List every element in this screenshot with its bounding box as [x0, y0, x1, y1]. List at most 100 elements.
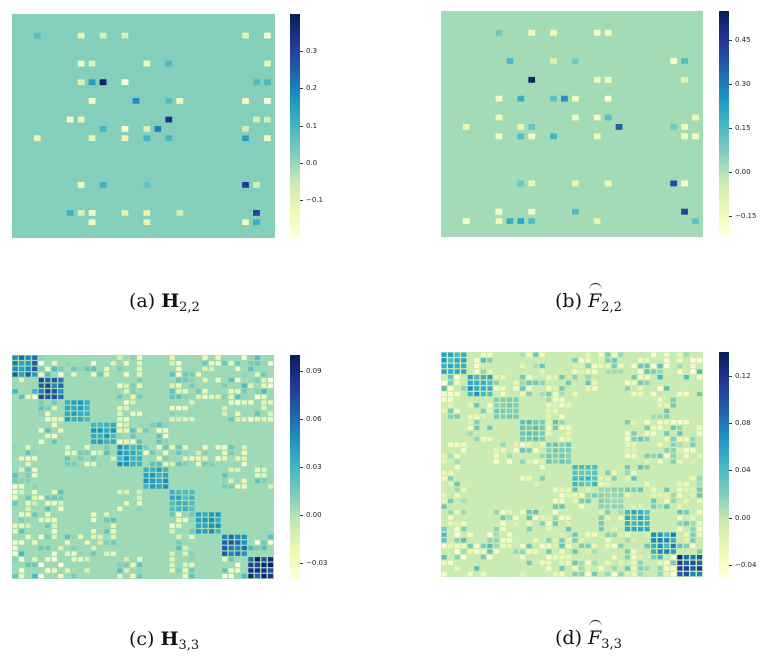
heatmap-cell: [552, 555, 558, 560]
colorbar-gradient-d: [719, 352, 729, 577]
heatmap-cell: [235, 405, 241, 411]
heatmap-cell: [677, 515, 683, 521]
heatmap-cell: [228, 377, 234, 383]
heatmap-cell: [644, 453, 650, 459]
heatmap-cell: [546, 408, 552, 414]
heatmap-cell: [182, 545, 188, 551]
heatmap-cell: [38, 372, 44, 377]
heatmap-cell: [123, 372, 129, 377]
heatmap-cell: [598, 515, 604, 521]
heatmap-cell: [631, 515, 637, 521]
heatmap-cell: [565, 453, 572, 459]
heatmap-cell: [598, 504, 604, 509]
heatmap-cell: [467, 425, 473, 431]
heatmap-cell: [683, 571, 689, 577]
heatmap-cell: [487, 425, 493, 431]
heatmap-cell: [664, 560, 670, 566]
heatmap-cell: [624, 453, 631, 459]
heatmap-cell: [215, 355, 221, 360]
heatmap-cell: [91, 433, 97, 439]
heatmap-cell: [572, 58, 579, 64]
heatmap-cell: [605, 571, 611, 577]
heatmap-cell: [136, 450, 143, 456]
heatmap-cell: [624, 515, 631, 521]
heatmap-cell: [690, 476, 696, 481]
heatmap-cell: [615, 124, 623, 130]
heatmap-cell: [520, 375, 526, 380]
heatmap-cell: [150, 478, 156, 484]
heatmap-cell: [110, 523, 116, 528]
heatmap-cell: [169, 501, 175, 506]
heatmap-cell: [189, 495, 195, 500]
heatmap-cell: [182, 450, 188, 456]
heatmap-cell: [480, 391, 486, 397]
heatmap-cell: [638, 436, 644, 442]
heatmap-cell: [552, 453, 558, 459]
heatmap-cell: [618, 487, 624, 492]
heatmap-a: [12, 14, 275, 238]
heatmap-cell: [696, 487, 703, 492]
heatmap-cell: [461, 549, 467, 554]
heatmap-cell: [248, 400, 254, 405]
heatmap-cell: [664, 352, 670, 357]
heatmap-cell: [19, 372, 25, 377]
heatmap-cell: [264, 32, 271, 39]
heatmap-cell: [64, 411, 71, 416]
heatmap-cell: [605, 358, 611, 363]
heatmap-cell: [241, 461, 247, 467]
heatmap-cell: [664, 386, 670, 391]
heatmap-cell: [228, 557, 234, 562]
heatmap-cell: [136, 439, 143, 444]
heatmap-cell: [657, 369, 663, 374]
colorbar-fill: [290, 355, 300, 579]
heatmap-cell: [638, 526, 644, 532]
heatmap-cell: [235, 484, 241, 489]
heatmap-cell: [78, 456, 84, 461]
heatmap-cell: [579, 504, 585, 509]
heatmap-cell: [202, 523, 208, 528]
colorbar-d: 0.12 0.08 0.04 0.00 −0.04: [719, 352, 756, 577]
heatmap-cell: [605, 543, 611, 549]
heatmap-cell: [176, 445, 182, 450]
heatmap-cell: [585, 493, 591, 498]
heatmap-cell: [163, 439, 169, 444]
heatmap-cell: [592, 493, 598, 498]
heatmap-cell: [267, 383, 274, 388]
heatmap-cell: [561, 95, 568, 102]
heatmap-cell: [696, 493, 703, 498]
heatmap-cell: [143, 467, 149, 472]
heatmap-cell: [264, 60, 271, 67]
heatmap-cell: [84, 417, 90, 422]
heatmap-cell: [528, 218, 536, 225]
heatmap-cell: [71, 400, 77, 405]
heatmap-cell: [690, 436, 696, 442]
heatmap-cell: [480, 369, 486, 374]
heatmap-cell: [441, 397, 447, 402]
heatmap-cell: [136, 568, 143, 573]
heatmap-cell: [500, 538, 506, 543]
heatmap-cell: [657, 459, 663, 464]
heatmap-cell: [474, 369, 480, 374]
heatmap-cell: [25, 506, 31, 512]
heatmap-cell: [235, 411, 241, 416]
heatmap-cell: [507, 459, 513, 464]
colorbar-gradient-c: [290, 355, 300, 579]
heatmap-cell: [123, 383, 129, 388]
heatmap-cell: [110, 517, 116, 523]
heatmap-cell: [592, 369, 598, 374]
heatmap-cell: [45, 512, 51, 517]
heatmap-cell: [539, 425, 545, 431]
heatmap-cell: [441, 369, 447, 374]
heatmap-cell: [123, 361, 129, 366]
heatmap-cell: [189, 377, 195, 383]
heatmap-cell: [64, 372, 71, 377]
heatmap-cell: [32, 489, 38, 495]
heatmap-cell: [136, 361, 143, 366]
heatmap-cell: [631, 538, 637, 543]
heatmap-cell: [493, 386, 500, 391]
heatmap-cell: [526, 436, 532, 442]
heatmap-cell: [58, 501, 64, 506]
heatmap-cell: [104, 445, 110, 450]
heatmap-cell: [677, 448, 683, 453]
heatmap-cell: [45, 428, 51, 433]
